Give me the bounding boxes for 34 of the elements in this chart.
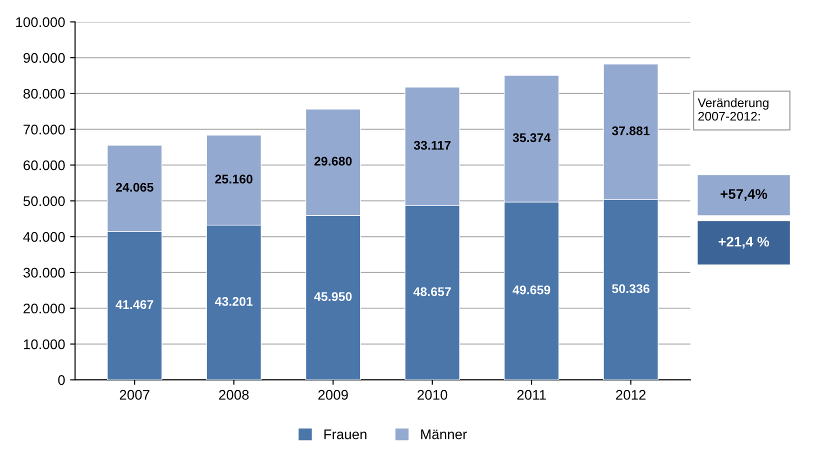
- x-tick-label: 2011: [517, 390, 546, 400]
- y-tick-label: 30.000: [23, 268, 65, 278]
- x-tick-label: 2008: [219, 390, 249, 400]
- legend-label: Frauen: [324, 430, 366, 440]
- data-label: 25.160: [215, 174, 252, 184]
- data-label: 29.680: [314, 156, 352, 166]
- y-tick-label: 10.000: [24, 339, 65, 350]
- data-label: 24.065: [116, 182, 154, 192]
- y-tick-label: 60.000: [24, 160, 65, 170]
- data-label: 49.659: [512, 285, 550, 294]
- x-tick-label: 2012: [616, 390, 646, 400]
- text: Veränderung 2007-2012:: [698, 98, 768, 121]
- y-tick-label: 100.000: [16, 17, 65, 28]
- legend-label: Männer: [421, 430, 467, 440]
- text: +57,4%: [720, 189, 768, 201]
- data-label: 41.467: [116, 300, 154, 309]
- data-label: 35.374: [512, 133, 551, 142]
- data-label: 48.657: [413, 287, 451, 296]
- y-tick-label: 50.000: [23, 196, 65, 206]
- y-tick-label: 70.000: [24, 124, 65, 134]
- x-tick-label: 2009: [318, 390, 348, 400]
- x-tick-label: 2007: [120, 390, 150, 400]
- data-label: 45.950: [314, 292, 352, 301]
- y-tick-label: 90.000: [24, 53, 65, 63]
- text: +21,4 %: [718, 236, 770, 249]
- x-tick-label: 2010: [418, 390, 448, 400]
- data-label: 33.117: [414, 140, 451, 150]
- data-label: 50.336: [612, 284, 650, 294]
- y-tick-label: 20.000: [24, 304, 65, 314]
- y-tick-label: 0: [58, 375, 65, 386]
- data-label: 43.201: [214, 297, 253, 306]
- data-label: 37.881: [612, 126, 650, 136]
- y-tick-label: 40.000: [23, 232, 65, 242]
- y-tick-label: 80.000: [23, 88, 65, 99]
